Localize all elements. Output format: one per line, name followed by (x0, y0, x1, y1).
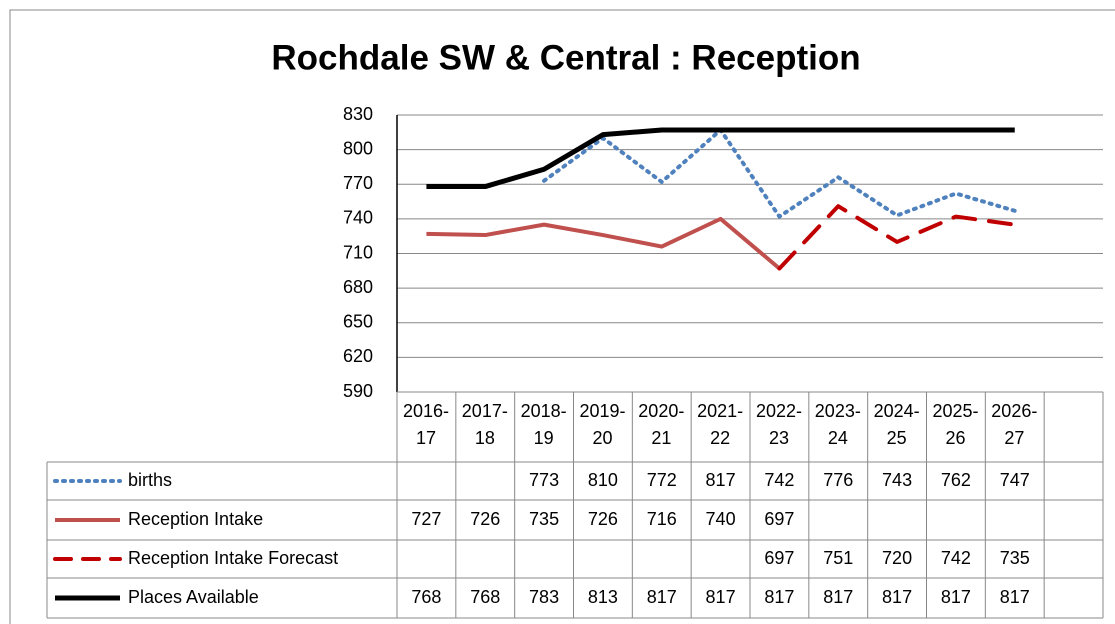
table-value: 783 (529, 587, 559, 607)
table-value: 813 (588, 587, 618, 607)
x-tick-label: 2019-20 (579, 401, 626, 448)
legend-label: births (128, 470, 172, 490)
x-tick-label: 2021-22 (697, 401, 744, 448)
table-value: 747 (1000, 470, 1030, 490)
table-value: 743 (882, 470, 912, 490)
legend-label: Places Available (128, 587, 259, 607)
table-value: 817 (706, 470, 736, 490)
y-tick-label: 710 (343, 242, 373, 262)
table-value: 817 (647, 587, 677, 607)
y-tick-label: 740 (343, 208, 373, 228)
x-tick-label: 2025-26 (932, 401, 979, 448)
y-tick-label: 680 (343, 277, 373, 297)
x-tick-label: 2016-17 (402, 401, 450, 448)
table-value: 768 (470, 587, 500, 607)
series-line (426, 216, 781, 271)
legend-label: Reception Intake Forecast (128, 548, 338, 568)
table-value: 726 (470, 509, 500, 529)
x-tick-label: 2026-27 (991, 401, 1038, 448)
table-value: 772 (647, 470, 677, 490)
series-line (542, 128, 1017, 219)
table-value: 817 (941, 587, 971, 607)
y-tick-label: 590 (343, 381, 373, 401)
table-value: 751 (823, 548, 853, 568)
x-tick-label: 2018-19 (520, 401, 567, 448)
table-value: 697 (764, 548, 794, 568)
chart-title: Rochdale SW & Central : Reception (271, 38, 860, 77)
table-value: 762 (941, 470, 971, 490)
frame (9, 9, 1115, 624)
table-value: 817 (823, 587, 853, 607)
x-tick-label: 2017-18 (461, 401, 508, 448)
y-tick-label: 620 (343, 346, 373, 366)
table-value: 716 (647, 509, 677, 529)
y-tick-label: 800 (343, 138, 373, 158)
table-value: 768 (411, 587, 441, 607)
table-value: 817 (706, 587, 736, 607)
x-tick-label: 2024-25 (873, 401, 920, 448)
table-value: 776 (823, 470, 853, 490)
y-tick-label: 650 (343, 312, 373, 332)
table-value: 697 (764, 509, 794, 529)
x-tick-label: 2022-23 (755, 401, 803, 448)
table-value: 773 (529, 470, 559, 490)
table-value: 810 (588, 470, 618, 490)
y-tick-label: 770 (343, 173, 373, 193)
table-value: 726 (588, 509, 618, 529)
table-value: 742 (941, 548, 971, 568)
table-value: 817 (1000, 587, 1030, 607)
x-tick-label: 2023-24 (814, 401, 861, 448)
table-value: 740 (706, 509, 736, 529)
series-line (426, 127, 1015, 190)
legend-label: Reception Intake (128, 509, 263, 529)
y-tick-label: 830 (343, 104, 373, 124)
table-value: 742 (764, 470, 794, 490)
table-value: 817 (764, 587, 794, 607)
table-value: 735 (1000, 548, 1030, 568)
series-line (777, 204, 1017, 271)
table-value: 735 (529, 509, 559, 529)
table-value: 817 (882, 587, 912, 607)
table-value: 720 (882, 548, 912, 568)
x-tick-label: 2020-21 (638, 401, 685, 448)
table-value: 727 (411, 509, 441, 529)
